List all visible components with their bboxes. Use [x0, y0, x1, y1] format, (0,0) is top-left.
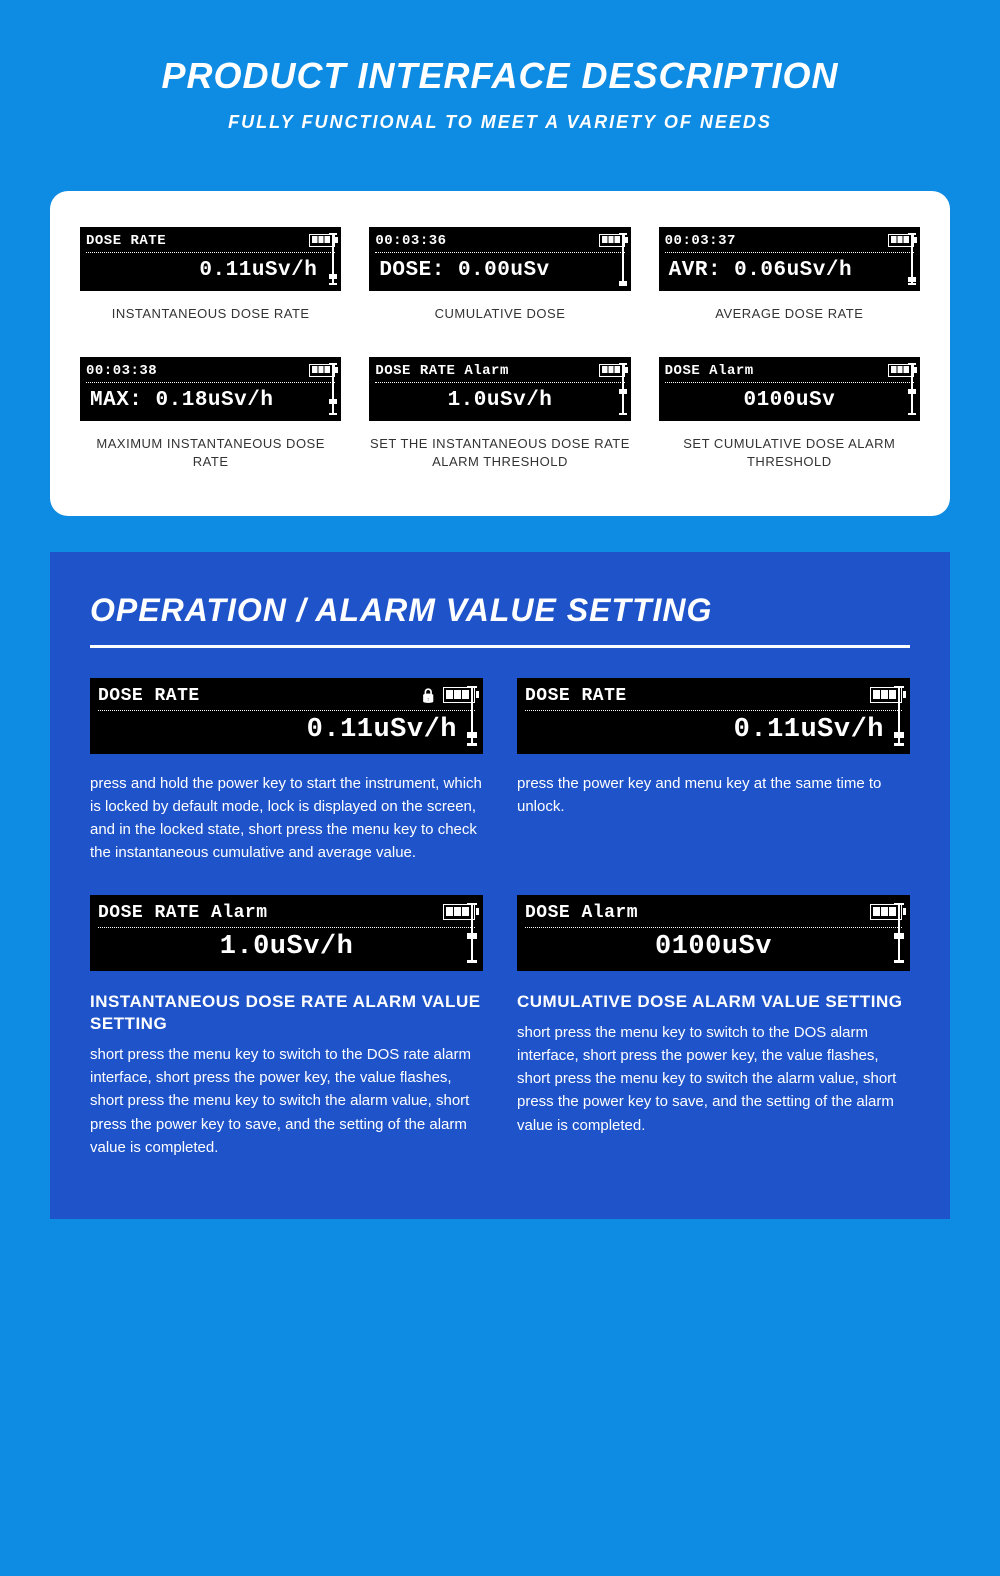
lcd-level-bar: [619, 233, 627, 285]
lcd-value: 1.0uSv/h: [98, 928, 475, 966]
lcd-level-bar: [329, 363, 337, 415]
lcd-level-bar: [329, 233, 337, 285]
lcd-value: 0100uSv: [665, 383, 914, 417]
lcd-level-bar: [467, 903, 477, 963]
operation-text: press and hold the power key to start th…: [90, 772, 483, 865]
lock-icon: 🔒: [420, 688, 437, 705]
lcd-level-bar: [908, 363, 916, 415]
lcd-top-row: 00:03:36: [375, 231, 624, 251]
lcd-display: 00:03:36 DOSE: 0.00uSv: [369, 227, 630, 291]
operation-grid: DOSE RATE 🔒 0.11uSv/h press and hold the po…: [90, 678, 910, 1159]
lcd-level-bar: [894, 903, 904, 963]
screen-item: DOSE RATE Alarm 1.0uSv/h SET THE INSTANTAN…: [369, 357, 630, 471]
lcd-level-bar: [894, 686, 904, 746]
lcd-display: DOSE Alarm 0100uSv: [517, 895, 910, 971]
lcd-display: DOSE RATE 0.11uSv/h: [517, 678, 910, 754]
screen-caption: INSTANTANEOUS DOSE RATE: [112, 305, 310, 323]
screen-caption: SET CUMULATIVE DOSE ALARM THRESHOLD: [659, 435, 920, 471]
lcd-display: DOSE RATE 🔒 0.11uSv/h: [90, 678, 483, 754]
lcd-level-bar: [467, 686, 477, 746]
lcd-top-row: DOSE RATE Alarm: [98, 900, 475, 926]
lcd-label: DOSE Alarm: [525, 903, 638, 923]
lcd-level-bar: [908, 233, 916, 285]
operation-item: DOSE RATE 🔒 0.11uSv/h press and hold the po…: [90, 678, 483, 865]
lcd-top-row: DOSE RATE: [525, 683, 902, 709]
lcd-label: DOSE RATE Alarm: [98, 903, 268, 923]
lcd-value: MAX: 0.18uSv/h: [86, 383, 335, 417]
screens-panel: DOSE RATE 0.11uSv/h INSTANTANEOUS DOSE RAT…: [50, 191, 950, 516]
lcd-display: DOSE Alarm 0100uSv: [659, 357, 920, 421]
lcd-label: DOSE RATE: [86, 233, 166, 249]
screen-caption: MAXIMUM INSTANTANEOUS DOSE RATE: [80, 435, 341, 471]
lcd-label: 00:03:37: [665, 233, 736, 249]
lcd-top-row: 00:03:38: [86, 361, 335, 381]
screens-grid: DOSE RATE 0.11uSv/h INSTANTANEOUS DOSE RAT…: [80, 227, 920, 472]
lcd-value: 1.0uSv/h: [375, 383, 624, 417]
page-title: PRODUCT INTERFACE DESCRIPTION: [50, 55, 950, 97]
operation-item: DOSE RATE 0.11uSv/h press the power key an…: [517, 678, 910, 865]
lcd-display: 00:03:38 MAX: 0.18uSv/h: [80, 357, 341, 421]
lcd-value: AVR: 0.06uSv/h: [665, 253, 914, 287]
screen-item: DOSE Alarm 0100uSv SET CUMULATIVE DOSE ALA…: [659, 357, 920, 471]
lcd-value: DOSE: 0.00uSv: [375, 253, 624, 287]
divider: [90, 645, 910, 648]
page-subtitle: FULLY FUNCTIONAL TO MEET A VARIETY OF NE…: [50, 112, 950, 133]
lcd-label: DOSE Alarm: [665, 363, 754, 379]
lcd-level-bar: [619, 363, 627, 415]
lcd-top-row: DOSE RATE 🔒: [98, 683, 475, 709]
lcd-label: DOSE RATE: [98, 686, 200, 706]
lcd-label: DOSE RATE: [525, 686, 627, 706]
operation-text: short press the menu key to switch to th…: [90, 1043, 483, 1159]
header-section: PRODUCT INTERFACE DESCRIPTION FULLY FUNC…: [0, 0, 1000, 163]
operation-title: OPERATION / ALARM VALUE SETTING: [90, 592, 910, 629]
lcd-value: 0100uSv: [525, 928, 902, 966]
lcd-display: 00:03:37 AVR: 0.06uSv/h: [659, 227, 920, 291]
screen-item: 00:03:37 AVR: 0.06uSv/h AVERAGE DOSE RATE: [659, 227, 920, 323]
lcd-label: DOSE RATE Alarm: [375, 363, 509, 379]
lcd-top-row: DOSE Alarm: [665, 361, 914, 381]
operation-item: DOSE Alarm 0100uSv CUMULATIVE DOSE ALARM V…: [517, 895, 910, 1159]
lcd-value: 0.11uSv/h: [98, 711, 475, 749]
lcd-display: DOSE RATE Alarm 1.0uSv/h: [369, 357, 630, 421]
operation-text: short press the menu key to switch to th…: [517, 1021, 910, 1137]
lcd-top-row: DOSE Alarm: [525, 900, 902, 926]
lcd-value: 0.11uSv/h: [525, 711, 902, 749]
operation-heading: INSTANTANEOUS DOSE RATE ALARM VALUE SETT…: [90, 991, 483, 1035]
screen-caption: SET THE INSTANTANEOUS DOSE RATE ALARM TH…: [369, 435, 630, 471]
operation-heading: CUMULATIVE DOSE ALARM VALUE SETTING: [517, 991, 910, 1013]
operation-text: press the power key and menu key at the …: [517, 772, 910, 819]
screen-item: 00:03:36 DOSE: 0.00uSv CUMULATIVE DOSE: [369, 227, 630, 323]
lcd-value: 0.11uSv/h: [86, 253, 335, 287]
lcd-label: 00:03:36: [375, 233, 446, 249]
operation-panel: OPERATION / ALARM VALUE SETTING DOSE RAT…: [50, 552, 950, 1219]
screen-item: 00:03:38 MAX: 0.18uSv/h MAXIMUM INSTANTANE…: [80, 357, 341, 471]
lcd-label: 00:03:38: [86, 363, 157, 379]
operation-item: DOSE RATE Alarm 1.0uSv/h INSTANTANEOUS DOS…: [90, 895, 483, 1159]
screen-item: DOSE RATE 0.11uSv/h INSTANTANEOUS DOSE RAT…: [80, 227, 341, 323]
lcd-display: DOSE RATE Alarm 1.0uSv/h: [90, 895, 483, 971]
lcd-top-row: 00:03:37: [665, 231, 914, 251]
screen-caption: AVERAGE DOSE RATE: [715, 305, 863, 323]
lcd-top-row: DOSE RATE Alarm: [375, 361, 624, 381]
lcd-top-row: DOSE RATE: [86, 231, 335, 251]
screen-caption: CUMULATIVE DOSE: [435, 305, 566, 323]
lcd-display: DOSE RATE 0.11uSv/h: [80, 227, 341, 291]
